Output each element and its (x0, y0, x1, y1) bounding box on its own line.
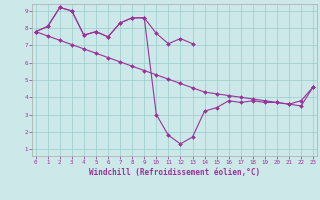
X-axis label: Windchill (Refroidissement éolien,°C): Windchill (Refroidissement éolien,°C) (89, 168, 260, 177)
